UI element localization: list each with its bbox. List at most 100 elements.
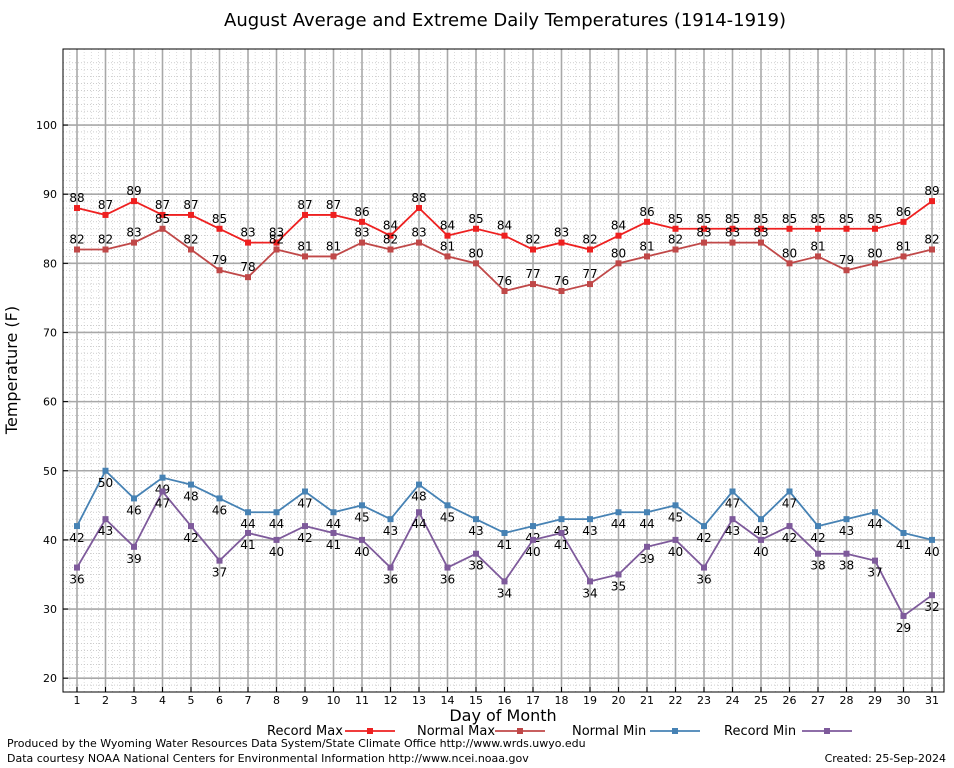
data-point — [159, 211, 166, 218]
data-label: 83 — [696, 226, 711, 240]
data-label: 83 — [725, 226, 740, 240]
data-point — [359, 502, 365, 509]
x-tick-label: 18 — [555, 694, 569, 707]
data-point — [615, 571, 622, 578]
data-point — [102, 246, 109, 253]
data-point — [273, 246, 280, 253]
data-point — [872, 225, 878, 232]
x-tick-label: 20 — [612, 694, 626, 707]
data-point — [473, 550, 479, 557]
data-point — [330, 253, 337, 260]
data-label: 86 — [354, 205, 369, 219]
data-point — [558, 516, 565, 523]
data-point — [900, 253, 907, 260]
data-label: 85 — [867, 212, 882, 226]
data-label: 85 — [468, 212, 483, 226]
data-label: 82 — [269, 233, 284, 247]
data-label: 85 — [696, 212, 711, 226]
data-point — [302, 211, 308, 218]
data-label: 36 — [696, 573, 711, 587]
data-label: 76 — [554, 274, 569, 288]
data-label: 81 — [440, 239, 455, 253]
data-point — [131, 198, 137, 205]
data-label: 84 — [611, 219, 626, 233]
y-tick-label: 70 — [43, 326, 57, 339]
data-label: 38 — [810, 559, 825, 573]
data-point — [786, 225, 793, 232]
legend-label: Normal Max — [417, 724, 495, 739]
data-label: 83 — [126, 226, 141, 240]
data-point — [843, 225, 850, 232]
data-label: 44 — [411, 517, 426, 531]
legend-swatch-marker — [517, 728, 523, 734]
x-tick-label: 13 — [412, 694, 426, 707]
data-point — [558, 529, 565, 536]
data-label: 82 — [668, 233, 683, 247]
x-tick-label: 23 — [697, 694, 711, 707]
x-tick-label: 12 — [384, 694, 398, 707]
y-tick-label: 50 — [43, 465, 57, 478]
data-point — [758, 225, 764, 232]
data-point — [530, 523, 536, 530]
data-label: 44 — [639, 517, 654, 531]
x-tick-label: 10 — [327, 694, 341, 707]
data-point — [729, 488, 736, 495]
data-label: 40 — [668, 545, 683, 559]
data-point — [473, 225, 479, 232]
legend-label: Record Min — [724, 724, 796, 739]
data-point — [330, 211, 337, 218]
data-point — [74, 246, 80, 253]
data-point — [102, 467, 109, 474]
data-label: 83 — [269, 226, 284, 240]
data-point — [815, 523, 821, 530]
data-label: 80 — [867, 246, 882, 260]
data-point — [330, 509, 337, 516]
data-point — [615, 232, 622, 239]
data-point — [644, 218, 650, 225]
data-label: 82 — [924, 233, 939, 247]
data-point — [387, 564, 394, 571]
data-point — [587, 516, 593, 523]
data-label: 40 — [269, 545, 284, 559]
legend-swatch-marker — [672, 728, 678, 734]
data-point — [501, 232, 508, 239]
x-tick-label: 1 — [74, 694, 81, 707]
legend: Record Max Normal Max Normal Min Record Min — [267, 724, 852, 739]
x-tick-label: 4 — [159, 694, 166, 707]
x-tick-label: 9 — [302, 694, 309, 707]
data-label: 42 — [782, 531, 797, 545]
data-point — [416, 509, 422, 516]
data-label: 80 — [611, 246, 626, 260]
data-point — [74, 205, 80, 212]
data-label: 44 — [269, 517, 284, 531]
y-tick-label: 100 — [36, 119, 57, 132]
data-label: 83 — [354, 226, 369, 240]
data-point — [900, 612, 907, 619]
data-label: 48 — [411, 490, 426, 504]
data-label: 43 — [753, 524, 768, 538]
data-point — [758, 239, 764, 246]
data-point — [587, 281, 593, 288]
y-tick-label: 20 — [43, 672, 57, 685]
plot-frame — [62, 48, 945, 693]
data-label: 32 — [924, 600, 939, 614]
data-label: 84 — [497, 219, 512, 233]
data-label: 43 — [383, 524, 398, 538]
data-label: 47 — [725, 496, 740, 510]
x-tick-label: 21 — [640, 694, 654, 707]
data-point — [501, 578, 508, 585]
data-point — [672, 502, 679, 509]
data-label: 39 — [639, 552, 654, 566]
data-point — [74, 564, 80, 571]
data-point — [273, 509, 280, 516]
data-point — [786, 488, 793, 495]
data-label: 85 — [753, 212, 768, 226]
data-label: 85 — [839, 212, 854, 226]
data-point — [530, 246, 536, 253]
data-label: 82 — [98, 233, 113, 247]
x-tick-label: 15 — [469, 694, 483, 707]
data-label: 41 — [497, 538, 512, 552]
data-label: 35 — [611, 579, 626, 593]
data-label: 41 — [240, 538, 255, 552]
